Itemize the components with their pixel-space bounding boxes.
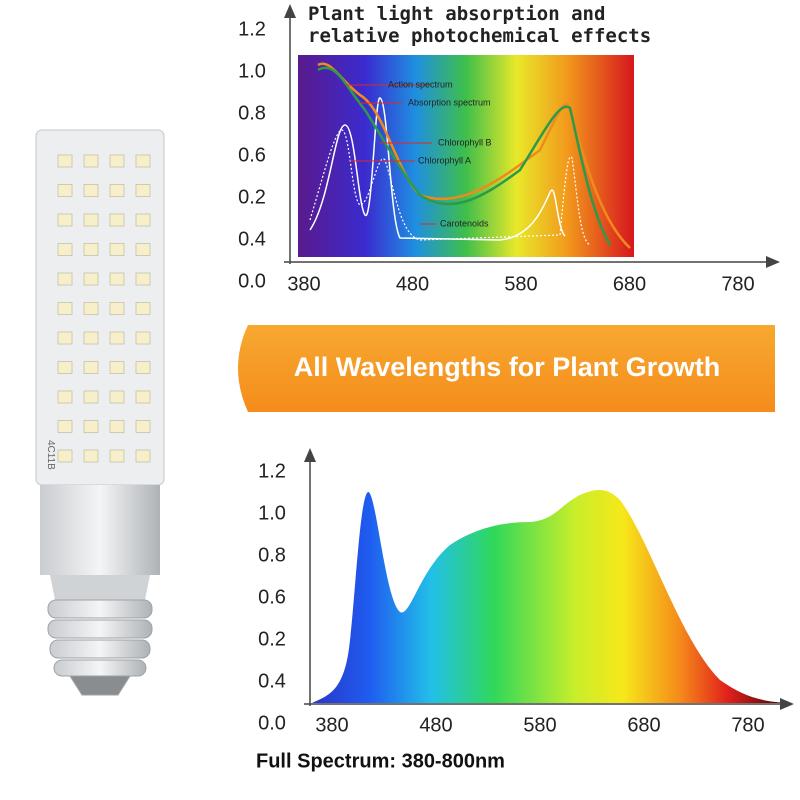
x-axis-label: 580 [523,714,556,736]
action-spectrum-curve [317,66,612,246]
banner [238,325,775,412]
bulb-label: 4C11B [45,440,56,470]
led [83,390,99,404]
annotation: Action spectrum [388,79,453,89]
led [135,331,151,345]
x-axis-label: 680 [627,714,660,736]
x-axis-label: 580 [504,273,537,295]
led [109,213,125,227]
y-axis-label: 0.8 [258,544,286,566]
led [57,213,73,227]
led [109,302,125,315]
annotation-arrows [345,84,436,225]
absorption-spectrum-curve [317,62,631,249]
led [57,154,73,168]
spectrum-chart: Full Spectrum: 380-800nm 1.2 1.0 0.8 0.6 0.2… [256,448,794,772]
y-axis-label: 0.2 [238,186,266,208]
led [109,420,125,433]
annotation: Carotenoids [440,218,489,228]
y-axis-label: 1.0 [258,502,286,524]
led [83,243,99,256]
x-axis-label: 380 [287,273,320,295]
y-axis-label: 0.0 [238,270,266,292]
led [83,154,99,168]
y-axis-label: 1.2 [238,18,266,40]
screw-base [47,599,153,696]
y-axis-label: 0.2 [258,628,286,650]
y-axis-arrow [304,448,316,462]
annotation: Chlorophyll A [418,155,471,165]
led [57,390,73,404]
bulb: 4C11B [35,129,165,696]
y-axis-label: 1.0 [238,60,266,82]
y-axis-label: 1.2 [258,460,286,482]
led [135,243,151,256]
chart-title: relative photochemical effects [308,25,651,47]
led [135,390,151,404]
led [83,420,99,433]
caption: Full Spectrum: 380-800nm [256,750,505,772]
x-axis-arrow [780,698,794,710]
x-axis-label: 780 [731,714,764,736]
led [57,272,73,286]
bulb-housing [40,485,160,575]
absorption-chart: Action spectrum Absorption spectrum Chlo… [238,3,780,295]
chlorophyll-a-curve [309,129,591,246]
led [57,302,73,315]
bulb-neck [50,575,150,600]
led [109,243,125,256]
led [109,184,125,197]
led [135,272,151,286]
x-axis-label: 480 [419,714,452,736]
led [83,361,99,374]
led [57,331,73,345]
led [57,243,73,256]
led [109,449,125,463]
led [83,449,99,463]
led [83,213,99,227]
led [83,302,99,315]
led [135,154,151,168]
led [135,420,151,433]
led [57,449,73,463]
led [83,331,99,345]
led [83,272,99,286]
led [57,361,73,374]
led [135,302,151,315]
spectrum-area [312,489,790,703]
led [135,184,151,197]
led [135,361,151,374]
led [109,331,125,345]
x-axis-label: 380 [315,714,348,736]
annotation: Chlorophyll B [438,137,492,147]
led [83,184,99,197]
y-axis-label: 0.0 [258,712,286,734]
chlorophyll-b-curve [309,97,566,241]
x-axis-label: 780 [721,273,754,295]
x-axis-arrow [766,256,780,268]
banner-text: All Wavelengths for Plant Growth [294,352,721,382]
led [135,213,151,227]
led [57,420,73,433]
y-axis-arrow [284,4,296,18]
y-axis-label: 0.6 [258,586,286,608]
led-grid [57,154,151,463]
x-axis-label: 680 [613,273,646,295]
y-axis-label: 0.4 [238,228,266,250]
y-axis-label: 0.6 [238,144,266,166]
led [57,184,73,197]
led [109,361,125,374]
led [109,272,125,286]
y-axis-label: 0.8 [238,102,266,124]
chart-title: Plant light absorption and [308,3,605,25]
x-axis-label: 480 [396,273,429,295]
led [135,449,151,463]
y-axis-label: 0.4 [258,670,286,692]
annotation: Absorption spectrum [408,97,491,107]
led [109,154,125,168]
led [109,390,125,404]
